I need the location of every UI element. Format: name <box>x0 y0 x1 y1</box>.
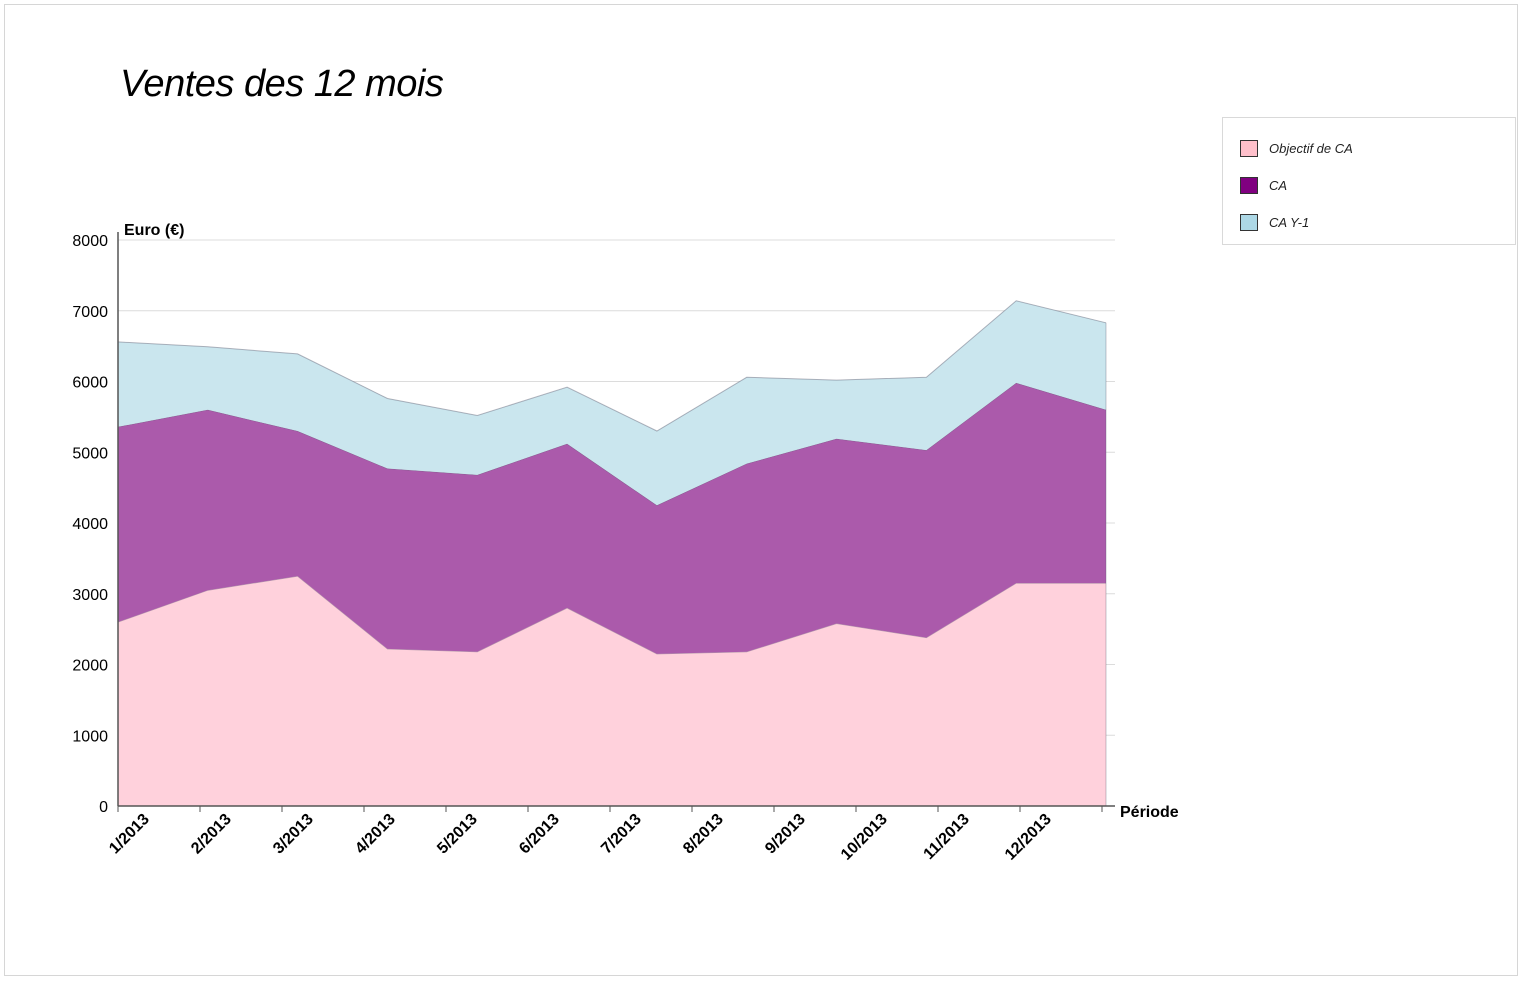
legend-label-objectif: Objectif de CA <box>1269 140 1353 156</box>
chart-frame <box>4 4 1518 976</box>
x-axis-label: Période <box>1120 804 1179 821</box>
x-tick-label: 2/2013 <box>188 811 235 858</box>
y-tick-label: 5000 <box>72 445 108 462</box>
legend-swatch-ca <box>1240 176 1258 194</box>
chart-title: Ventes des 12 mois <box>120 63 444 105</box>
x-tick-label: 10/2013 <box>838 811 891 864</box>
area-series-outline-2 <box>117 300 1107 432</box>
x-tick-label: 9/2013 <box>762 811 809 858</box>
area-series-2 <box>118 300 1106 506</box>
y-tick-label: 2000 <box>72 658 108 675</box>
y-tick-label: 4000 <box>72 516 108 533</box>
y-tick-label: 3000 <box>72 587 108 604</box>
legend-item-ca: CA <box>1240 175 1287 195</box>
x-tick-label: 8/2013 <box>680 811 727 858</box>
x-tick-label: 6/2013 <box>516 811 563 858</box>
y-tick-label: 7000 <box>72 304 108 321</box>
y-tick-label: 0 <box>99 799 108 816</box>
x-tick-label: 5/2013 <box>434 811 481 858</box>
y-tick-label: 1000 <box>72 728 108 745</box>
legend-label-ca-y1: CA Y-1 <box>1269 214 1310 230</box>
area-series <box>117 300 1107 806</box>
legend-label-ca: CA <box>1269 177 1288 193</box>
x-tick-label: 12/2013 <box>1002 811 1055 864</box>
x-tick-label: 3/2013 <box>270 811 317 858</box>
y-tick-label: 6000 <box>72 375 108 392</box>
legend-swatch-ca-y1 <box>1240 213 1258 231</box>
y-tick-label: 8000 <box>72 233 108 250</box>
y-axis-label: Euro (€) <box>124 222 184 239</box>
legend-swatch-objectif <box>1240 139 1258 157</box>
legend-item-ca-y1: CA Y-1 <box>1240 212 1309 232</box>
area-series-0 <box>118 576 1106 806</box>
legend-item-objectif: Objectif de CA <box>1240 138 1353 158</box>
x-tick-label: 1/2013 <box>106 811 153 858</box>
chart-legend: Objectif de CA CA CA Y-1 <box>1222 117 1516 245</box>
area-series-1 <box>118 382 1106 654</box>
x-tick-label: 7/2013 <box>598 811 645 858</box>
x-tick-label: 4/2013 <box>352 811 399 858</box>
x-tick-label: 11/2013 <box>921 811 973 863</box>
